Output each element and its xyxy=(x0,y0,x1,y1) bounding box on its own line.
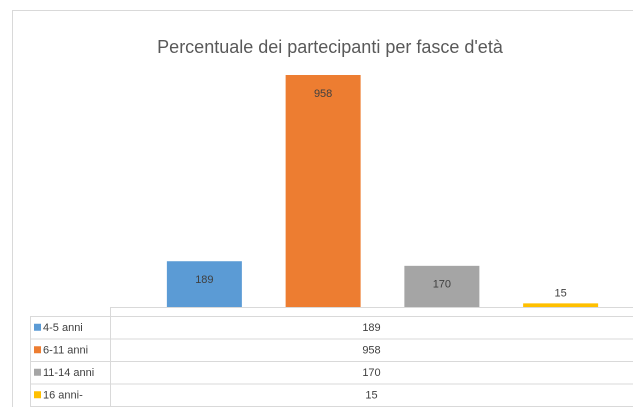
data-label: 15 xyxy=(555,287,567,299)
legend-key xyxy=(34,391,41,398)
table-value: 958 xyxy=(362,345,380,357)
table-value: 170 xyxy=(362,367,380,379)
legend-label: 11-14 anni xyxy=(43,367,94,379)
legend-label: 16 anni- xyxy=(43,390,83,402)
bar xyxy=(286,75,361,307)
legend-label: 4-5 anni xyxy=(43,322,83,334)
legend-key xyxy=(34,324,41,331)
bar xyxy=(523,303,598,307)
legend-key xyxy=(34,369,41,376)
legend-key xyxy=(34,346,41,353)
legend-label: 6-11 anni xyxy=(43,345,88,357)
chart-title: Percentuale dei partecipanti per fasce d… xyxy=(157,37,504,57)
data-label: 170 xyxy=(433,279,451,291)
data-label: 958 xyxy=(314,88,332,100)
data-label: 189 xyxy=(195,274,213,286)
table-value: 189 xyxy=(362,322,380,334)
table-value: 15 xyxy=(365,390,377,402)
